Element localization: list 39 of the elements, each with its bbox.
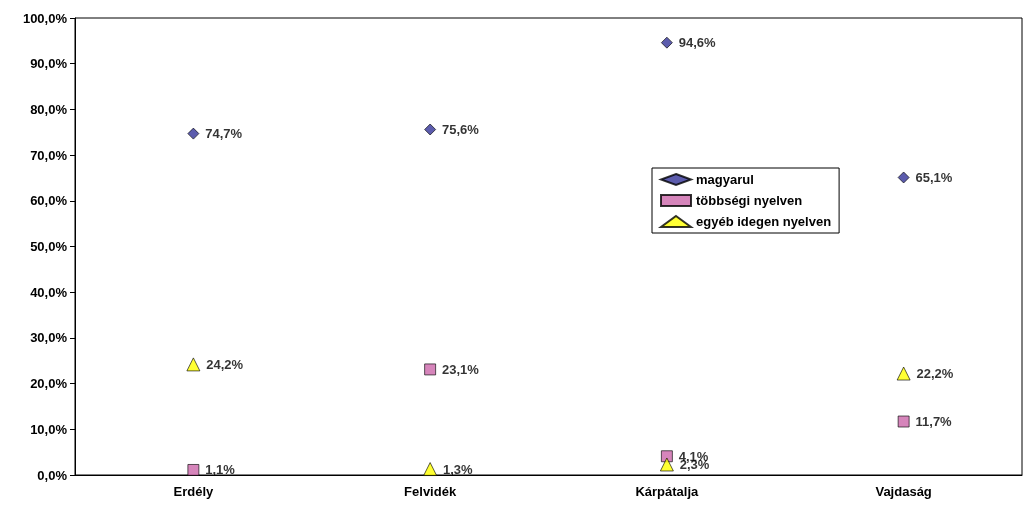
- y-tick-label: 30,0%: [30, 330, 68, 346]
- x-tick-label: Erdély: [173, 484, 215, 499]
- data-label: 1,3%: [443, 461, 474, 477]
- data-label: 22,2%: [916, 366, 954, 382]
- data-label: 1,1%: [205, 462, 236, 478]
- point: [186, 357, 201, 372]
- y-tick-label: 100,0%: [22, 10, 68, 26]
- legend-label: magyarul: [696, 172, 754, 187]
- data-label: 24,2%: [206, 356, 244, 372]
- point: [187, 464, 200, 476]
- data-label: 11,7%: [915, 414, 953, 430]
- x-tick-label: Vajdaság: [875, 484, 932, 499]
- legend-label: többségi nyelven: [696, 193, 803, 208]
- legend-label: egyéb idegen nyelven: [696, 214, 832, 229]
- y-tick-label: 70,0%: [30, 147, 68, 163]
- data-label: 23,1%: [442, 361, 480, 377]
- point: [423, 462, 438, 476]
- data-label: 94,6%: [678, 35, 717, 51]
- y-tick-label: 80,0%: [30, 101, 68, 117]
- point: [660, 36, 673, 49]
- point: [424, 123, 437, 136]
- point: [187, 127, 200, 140]
- data-label: 65,1%: [915, 169, 953, 185]
- point: [659, 457, 674, 472]
- y-tick-label: 20,0%: [30, 376, 68, 392]
- y-tick-label: 90,0%: [30, 56, 68, 72]
- point: [424, 363, 437, 376]
- point: [897, 415, 910, 428]
- x-tick-label: Kárpátalja: [635, 484, 700, 499]
- x-tick-label: Felvidék: [404, 484, 457, 499]
- y-tick-label: 0,0%: [37, 467, 68, 483]
- data-label: 75,6%: [442, 122, 480, 138]
- y-tick-label: 40,0%: [30, 284, 68, 300]
- y-tick-label: 10,0%: [30, 421, 68, 437]
- y-tick-label: 60,0%: [30, 193, 68, 209]
- point: [896, 366, 911, 381]
- point: [897, 171, 910, 184]
- data-label: 74,7%: [205, 126, 243, 142]
- y-tick-label: 50,0%: [30, 239, 68, 254]
